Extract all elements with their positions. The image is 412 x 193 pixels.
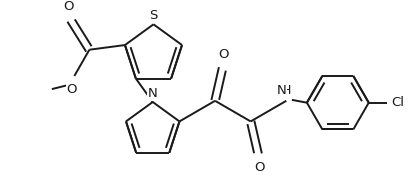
Text: O: O — [63, 0, 74, 13]
Text: H: H — [282, 84, 291, 97]
Text: O: O — [218, 48, 229, 61]
Text: Cl: Cl — [391, 96, 404, 109]
Text: S: S — [149, 8, 158, 21]
Text: O: O — [66, 83, 77, 96]
Text: N: N — [148, 87, 158, 100]
Text: N: N — [276, 84, 286, 97]
Text: O: O — [254, 161, 265, 174]
